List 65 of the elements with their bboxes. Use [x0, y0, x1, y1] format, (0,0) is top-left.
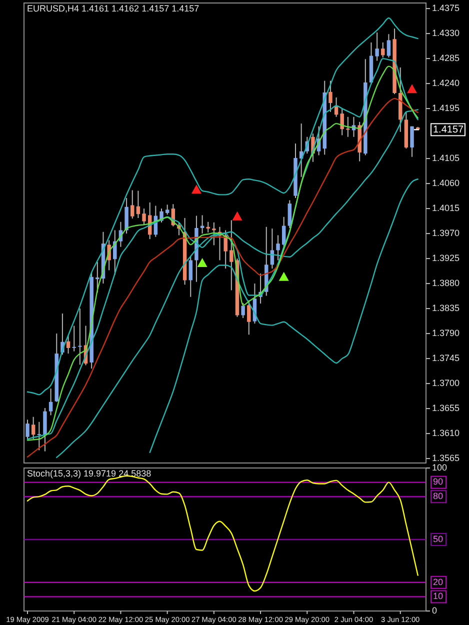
y-tick-label: 1.4105 [432, 152, 460, 163]
candlestick [375, 32, 379, 62]
y-tick-label: 1.3925 [432, 252, 460, 263]
y-tick-label: 1.3970 [432, 228, 460, 238]
point [232, 211, 242, 220]
candlestick [212, 222, 216, 246]
ref-line-label: 90 [433, 476, 444, 487]
y-tick-label: 1.3610 [432, 428, 460, 438]
candlestick [31, 416, 36, 440]
point [197, 258, 208, 267]
candlestick [130, 190, 134, 220]
chart-title: EURUSD,H4 1.4161 1.4162 1.4157 1.4157 [27, 3, 200, 14]
candlestick [288, 200, 292, 228]
point [407, 84, 418, 94]
ref-line-label: 80 [433, 490, 444, 501]
line-series [26, 17, 418, 396]
candlestick [241, 302, 245, 318]
y-tick-label: 1.3835 [432, 302, 460, 313]
ref-line-label: 20 [433, 576, 444, 587]
candlestick [142, 208, 146, 226]
point [278, 272, 289, 281]
y-tick-label: 100 [432, 462, 448, 472]
y-tick-label: 0 [432, 605, 438, 616]
y-tick-label: 1.4195 [432, 102, 460, 113]
candlestick [72, 325, 76, 352]
candlestick [43, 408, 47, 452]
candlestick [410, 126, 414, 158]
y-tick-label: 1.4330 [432, 28, 460, 38]
y-tick-label: 1.3655 [432, 402, 460, 413]
candlestick [230, 220, 234, 291]
candlestick [136, 190, 140, 218]
y-tick-label: 1.3700 [432, 378, 460, 388]
candlestick [96, 261, 100, 293]
candlestick [165, 204, 170, 216]
candlestick [328, 80, 332, 112]
y-tick-label: 1.4285 [432, 52, 460, 63]
candlestick [26, 419, 30, 440]
chart-title: Stoch(15,3,3) 19.9719 24.5838 [27, 468, 152, 478]
candlestick [206, 221, 210, 233]
ref-line-label: 10 [433, 591, 444, 602]
ref-line-label: 50 [433, 534, 444, 544]
candlestick [37, 421, 42, 451]
y-tick-label: 1.4060 [432, 178, 460, 188]
y-tick-label: 1.3745 [432, 352, 460, 363]
y-tick-label: 1.3880 [432, 278, 460, 288]
candlestick [124, 198, 128, 234]
y-tick-label: 1.3790 [432, 328, 460, 338]
candlestick [78, 308, 82, 366]
candlestick [224, 230, 228, 270]
ref-line-label: 1.4157 [433, 124, 464, 136]
y-tick-label: 1.4015 [432, 202, 460, 213]
candlestick [48, 388, 53, 416]
candlestick [340, 108, 344, 136]
line-series [149, 178, 418, 454]
candlestick [66, 334, 70, 354]
y-tick-label: 1.4240 [432, 78, 460, 88]
candlestick [386, 34, 391, 58]
candlestick [188, 255, 192, 298]
y-tick-label: 1.3565 [432, 452, 460, 463]
candlestick [247, 300, 251, 336]
point [191, 184, 202, 194]
candlestick [381, 42, 385, 58]
candlestick [276, 234, 280, 261]
candlestick [346, 116, 350, 138]
y-tick-label: 1.4375 [432, 2, 460, 13]
